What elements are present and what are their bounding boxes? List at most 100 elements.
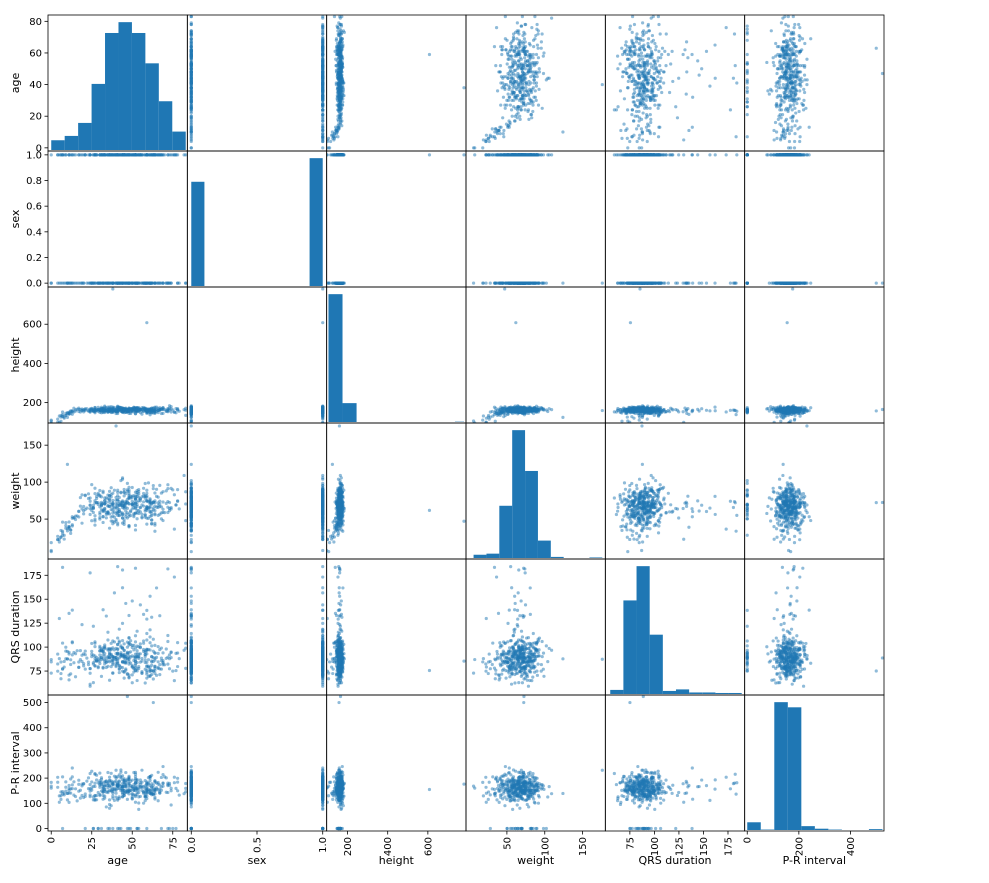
scatter-point (481, 281, 486, 285)
scatter-point (633, 45, 637, 49)
scatter-point (189, 78, 193, 82)
scatter-point (784, 22, 788, 27)
scatter-point (618, 26, 622, 30)
scatter-point (793, 84, 797, 88)
scatter-point (321, 30, 325, 34)
scatter-point (792, 97, 796, 101)
scatter-point (654, 48, 658, 52)
scatter-point (779, 281, 783, 285)
scatter-point (795, 64, 799, 68)
scatter-point (339, 153, 343, 157)
scatter-point (321, 119, 325, 123)
scatter-point (735, 81, 739, 85)
scatter-point (154, 405, 159, 409)
scatter-point (790, 119, 795, 123)
scatter-point (653, 41, 657, 46)
scatter-point (526, 101, 530, 106)
scatter-point (536, 281, 540, 285)
hist-bar (172, 131, 186, 150)
scatter-point (189, 146, 193, 150)
scatter-point (510, 48, 514, 52)
scatter-point (495, 132, 500, 136)
scatter-point (638, 38, 643, 42)
scatter-point (492, 281, 497, 285)
scatter-point (512, 281, 516, 285)
scatter-point (535, 22, 539, 27)
scatter-point (60, 153, 65, 157)
scatter-point (802, 73, 807, 77)
scatter-point (793, 124, 797, 128)
scatter-point (641, 70, 645, 74)
scatter-point (498, 64, 503, 68)
scatter-point (784, 57, 788, 61)
scatter-point (521, 82, 525, 87)
scatter-point (708, 153, 712, 157)
panel-age-vs-age (51, 22, 186, 150)
scatter-point (500, 48, 504, 52)
scatter-point (523, 281, 527, 285)
scatter-point (797, 22, 801, 27)
scatter-point (795, 119, 799, 123)
scatter-point (321, 122, 325, 126)
scatter-point (798, 64, 803, 68)
scatter-point (537, 70, 542, 74)
scatter-point (745, 81, 749, 85)
panel-frame (186, 14, 328, 152)
scatter-point (782, 33, 786, 38)
scatter-point (745, 38, 749, 42)
scatter-point (789, 90, 793, 95)
scatter-point (779, 138, 783, 142)
scatter-point (492, 45, 497, 49)
scatter-point (518, 52, 522, 57)
scatter-point (481, 146, 485, 150)
scatter-point (626, 146, 630, 150)
scatter-point (684, 40, 689, 44)
scatter-point (520, 78, 524, 82)
scatter-point (786, 84, 791, 88)
scatter-point (512, 68, 516, 72)
scatter-point (82, 281, 86, 285)
hist-bar (51, 140, 65, 150)
scatter-point (659, 68, 663, 72)
scatter-point (484, 133, 489, 137)
scatter-point (518, 49, 522, 53)
scatter-point (339, 75, 343, 79)
scatter-point (784, 89, 788, 93)
scatter-point (697, 73, 701, 77)
scatter-point (789, 94, 793, 98)
scatter-point (794, 75, 798, 79)
scatter-point (513, 60, 518, 65)
scatter-point (670, 49, 674, 53)
scatter-point (789, 57, 793, 61)
hist-bar (309, 158, 323, 286)
scatter-point (501, 116, 505, 120)
scatter-point (517, 38, 521, 42)
panel-frame (744, 150, 885, 288)
hist-bar (118, 22, 132, 150)
scatter-point (645, 114, 650, 118)
scatter-point (189, 81, 193, 85)
scatter-point (528, 153, 532, 157)
scatter-point (802, 87, 806, 91)
scatter-point (494, 64, 498, 68)
scatter-point (783, 281, 787, 285)
scatter-point (83, 408, 87, 412)
scatter-point (331, 153, 335, 157)
scatter-point (794, 111, 798, 115)
scatter-point (775, 71, 779, 76)
scatter-point (338, 30, 342, 34)
panel-frame (186, 150, 328, 288)
panel-frame (744, 14, 885, 152)
scatter-point (649, 75, 653, 79)
scatter-point (769, 29, 773, 33)
scatter-point (786, 122, 790, 126)
scatter-point (781, 130, 785, 134)
scatter-point (507, 281, 512, 285)
scatter-point (137, 281, 141, 285)
scatter-point (624, 71, 629, 76)
scatter-point (509, 41, 513, 46)
scatter-point (628, 46, 632, 50)
scatter-point (789, 79, 794, 84)
panel-sex-vs-qrs-duration (612, 153, 739, 285)
scatter-point (675, 281, 680, 285)
